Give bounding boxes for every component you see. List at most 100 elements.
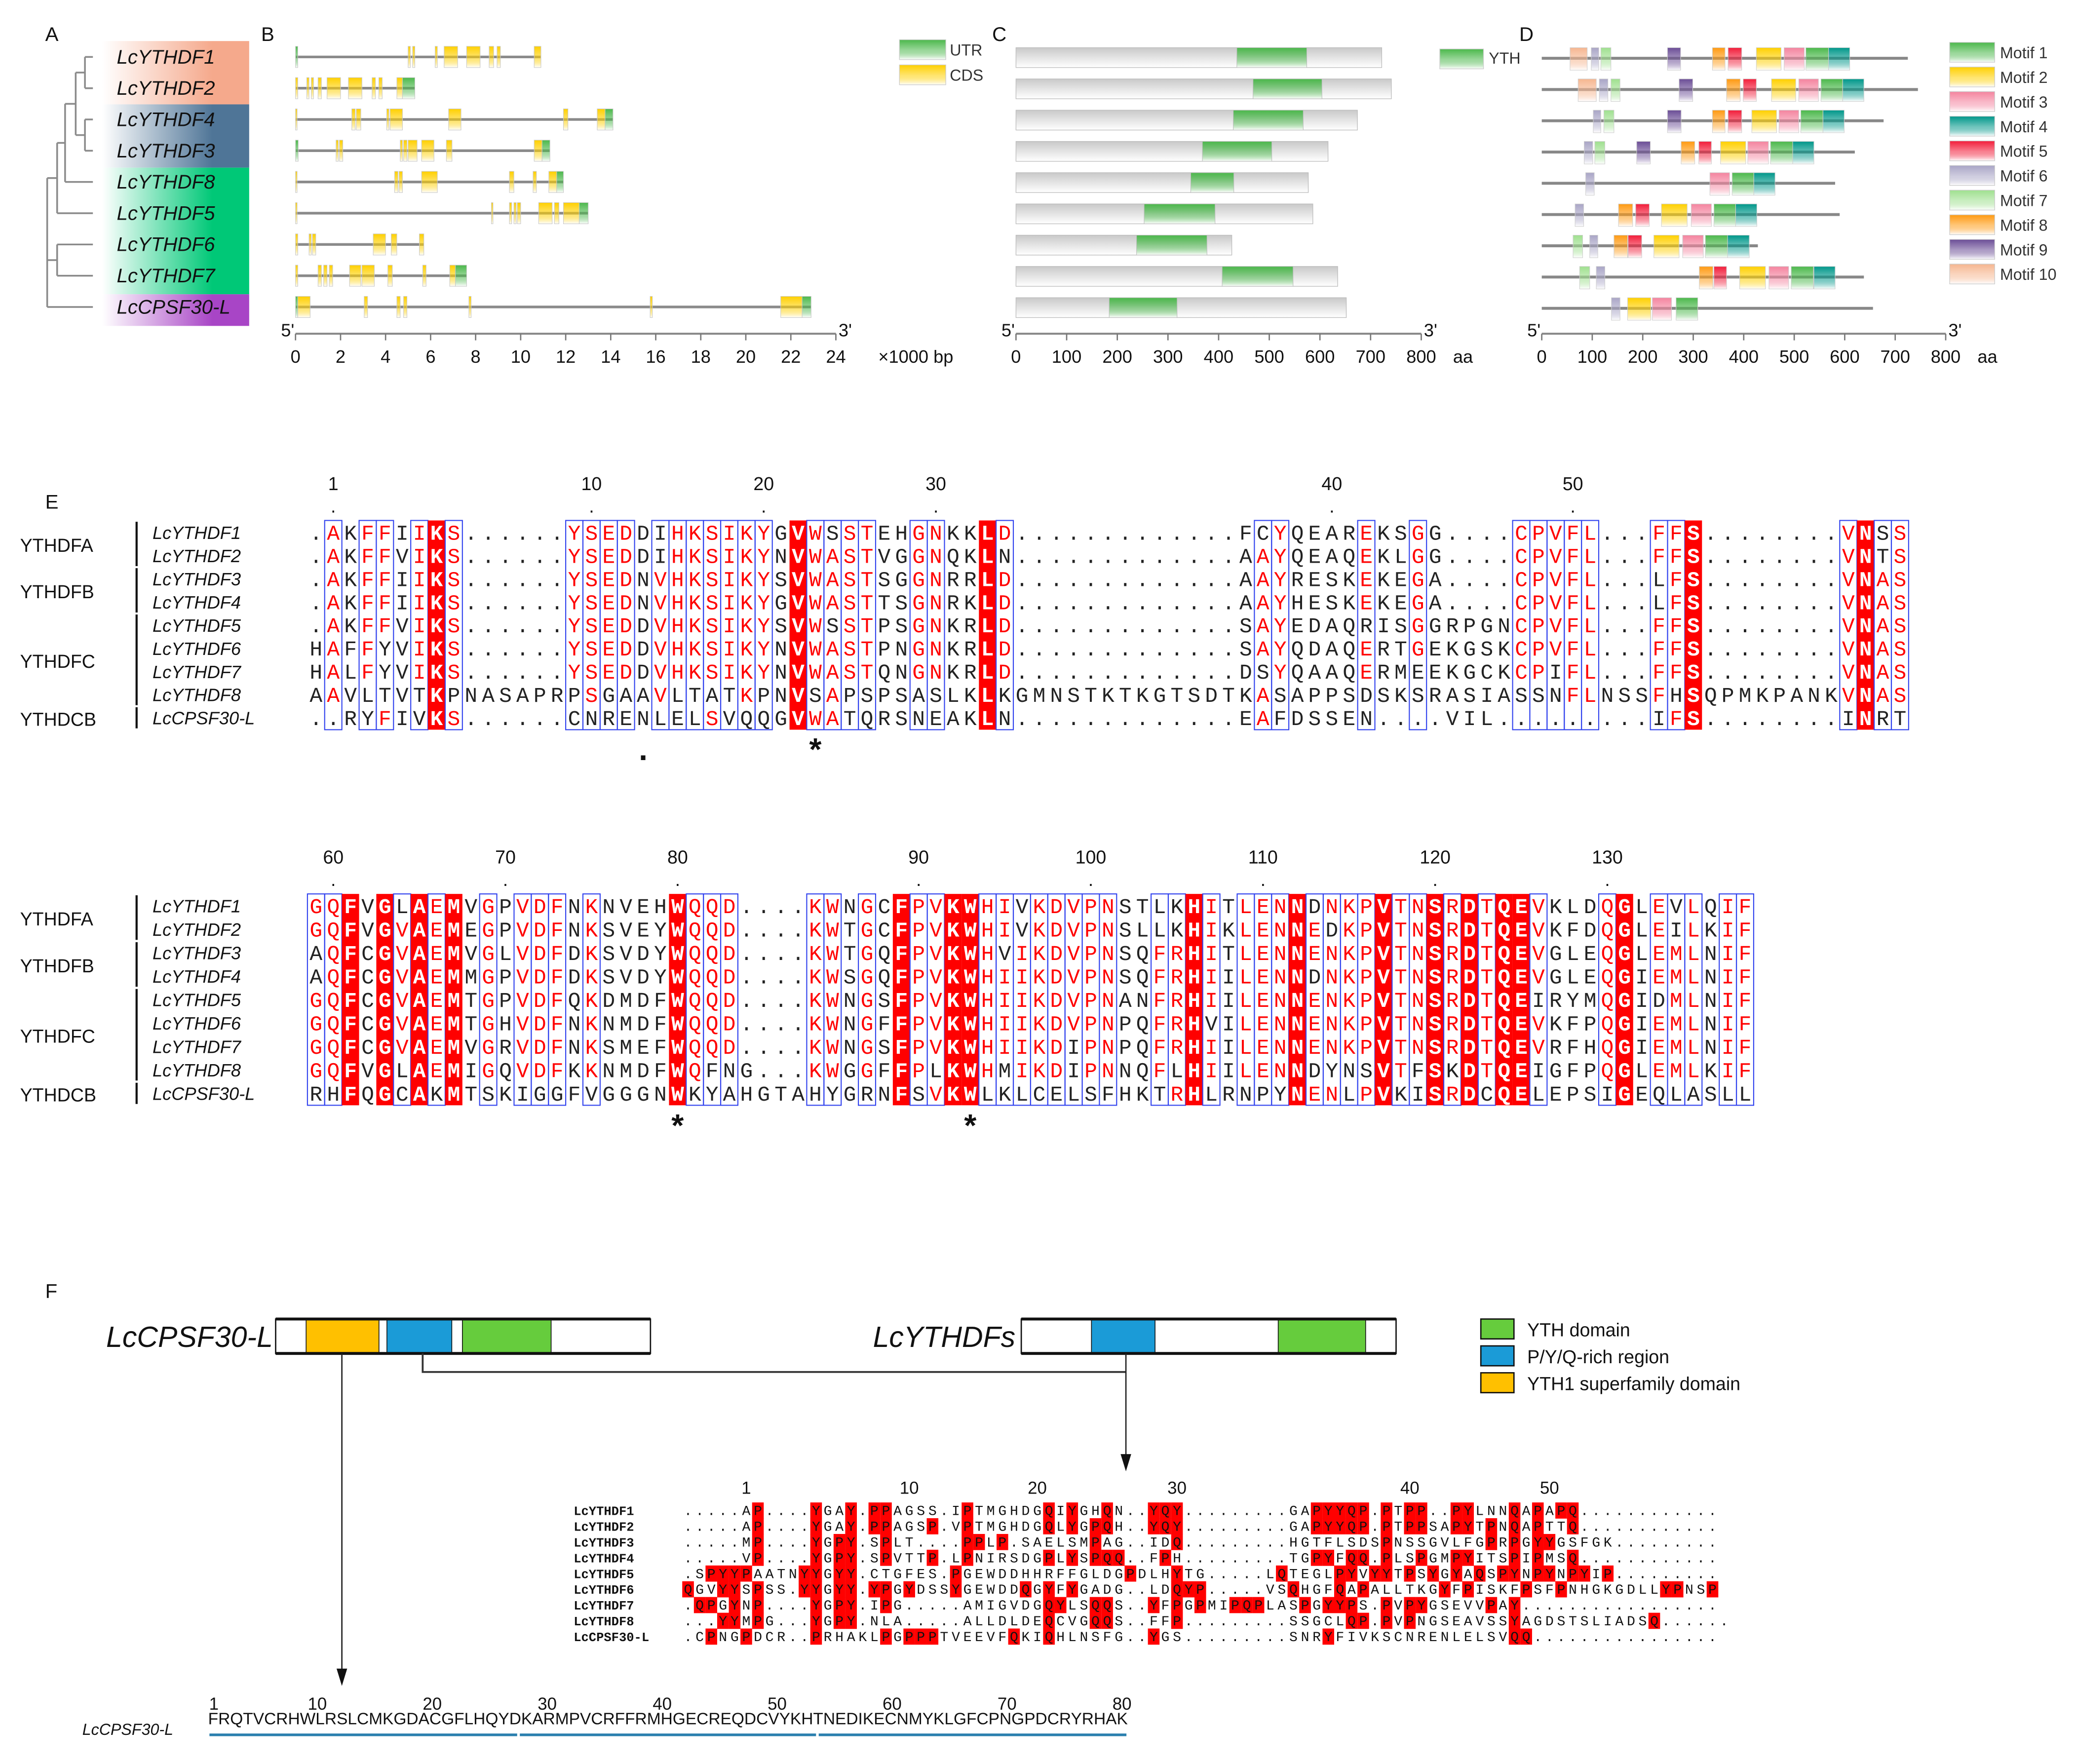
residue: V [792,591,805,615]
motif-2-box [1661,203,1688,227]
residue: N [568,919,581,943]
residue: I [1475,1583,1484,1598]
pyq-residue-highlight [1171,1518,1183,1534]
residue: Q [1091,1614,1100,1630]
residue: P [1534,1551,1542,1567]
residue: M [447,1060,460,1084]
ruler-tick: . [916,869,921,890]
residue: T [1136,895,1149,920]
residue: . [1205,591,1218,615]
residue: A [327,684,340,708]
residue: G [861,1036,874,1060]
residue: E [1515,919,1528,943]
pyq-residue-highlight [1532,1518,1544,1534]
residue: . [1254,1614,1263,1630]
residue: . [1615,1567,1623,1582]
residue: Y [568,591,581,615]
motif-legend-label: Motif 9 [2000,241,2048,259]
sequence-name: LcYTHDF2 [153,546,241,566]
residue: S [1394,614,1407,639]
pyq-residue-highlight [1089,1549,1102,1566]
residue: T [861,522,874,546]
residue: I [999,895,1011,920]
lccpsf30-l-domain-diagram [275,1317,652,1355]
motif-8-box [1712,47,1726,71]
pyq-residue-highlight [845,1565,857,1582]
residue: . [952,1599,960,1614]
residue: T [379,684,391,708]
tick-label: 800 [1931,346,1961,367]
residue: . [707,1520,716,1535]
residue: P [1383,1551,1391,1567]
residue: P [1301,1599,1309,1614]
motif-2-box [1720,141,1746,164]
residue: P [912,1036,925,1060]
residue: H [1173,1551,1181,1567]
residue: V [929,1036,942,1060]
residue: P [1347,1599,1356,1614]
residue: K [809,1013,822,1037]
residue: Y [1056,1599,1065,1614]
residue: G [740,1060,753,1084]
residue: F [344,966,357,990]
residue: . [757,1036,770,1060]
residue: G [895,568,908,592]
residue: L [1136,919,1149,943]
residue: E [637,1036,650,1060]
residue: S [1115,1614,1123,1630]
residue: K [809,966,822,990]
residue: N [929,545,942,569]
residue: W [671,942,684,966]
pyq-residue-highlight [1462,1581,1474,1598]
residue: . [1532,707,1545,731]
residue: . [1635,707,1648,731]
residue: E [602,638,615,662]
residue: L [1532,1083,1545,1107]
residue: R [1312,1630,1321,1646]
lcythdfs-label: LcYTHDFs [873,1321,1016,1353]
residue: Q [1277,1567,1286,1582]
pyq-residue-highlight [833,1612,846,1629]
residue: A [826,545,839,569]
residue: . [1557,1630,1565,1646]
residue: K [1549,1013,1562,1037]
residue: P [1383,1504,1391,1520]
residue: F [344,1060,357,1084]
residue: . [1696,1599,1705,1614]
pyq-residue-highlight [1241,1597,1253,1613]
residue: . [1231,1567,1239,1582]
residue: R [1446,1036,1459,1060]
cds-exon [336,140,339,162]
residue: H [1188,1013,1200,1037]
residue: M [742,1614,750,1630]
residue: C [361,1013,374,1037]
pyq-residue-highlight [1066,1502,1078,1519]
residue: L [1475,1504,1484,1520]
residue: . [1154,522,1166,546]
residue: W [671,1083,684,1107]
alignment-block: LcYTHDF1LcYTHDF2LcYTHDF3LcYTHDF4LcYTHDF5… [20,473,1909,767]
residue: . [1722,638,1734,662]
residue: G [824,1520,832,1535]
residue: . [1825,591,1838,615]
residue: G [1592,1535,1600,1551]
sequence-name: LcYTHDF1 [574,1505,634,1519]
residue: L [1239,1036,1252,1060]
residue: R [1549,989,1562,1013]
residue: K [809,895,822,920]
ruler-tick: . [589,496,594,516]
residue: R [1446,1013,1459,1037]
residue: . [1790,568,1803,592]
residue: I [1722,1036,1734,1060]
residue: S [844,614,856,639]
residue: G [1185,1599,1193,1614]
motif-3-box [1798,78,1819,102]
residue: Y [1336,1599,1344,1614]
residue: E [1257,942,1269,966]
residue: C [878,895,891,920]
residue: N [844,895,856,920]
residue: F [1154,1060,1166,1084]
residue: I [1592,1567,1600,1582]
sequence-name: LcYTHDF3 [153,943,241,963]
residue: S [1068,1535,1077,1551]
